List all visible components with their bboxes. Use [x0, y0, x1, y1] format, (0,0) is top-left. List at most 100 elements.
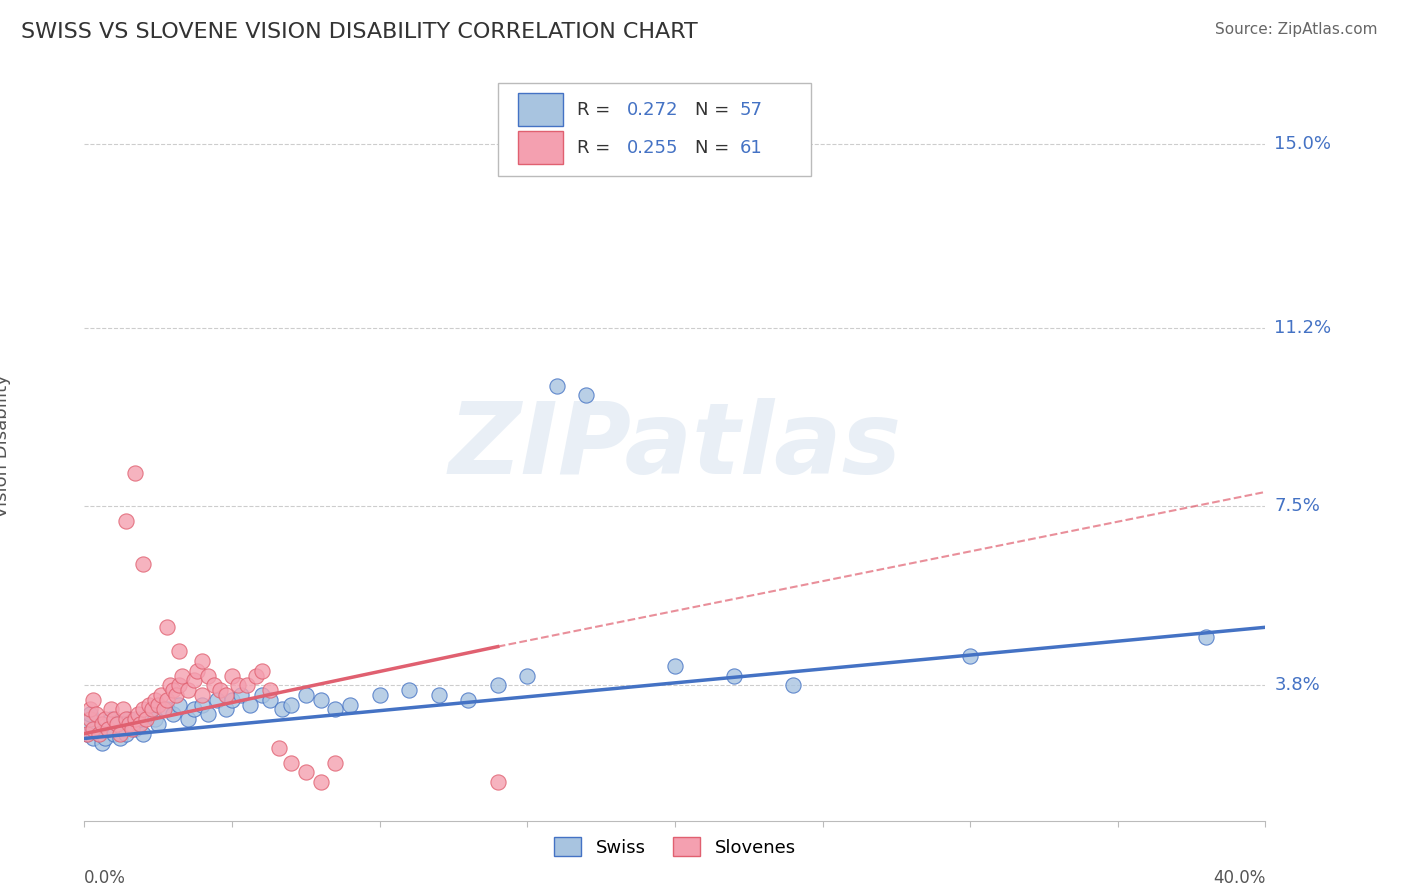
- Point: [124, 722, 146, 736]
- Point: [114, 726, 136, 740]
- Text: R =: R =: [576, 139, 616, 157]
- Point: [111, 702, 134, 716]
- Point: [259, 693, 281, 707]
- Point: [186, 664, 208, 678]
- Point: [150, 688, 173, 702]
- Point: [108, 726, 131, 740]
- Point: [127, 717, 149, 731]
- Point: [398, 683, 420, 698]
- FancyBboxPatch shape: [517, 130, 562, 163]
- Point: [245, 668, 267, 682]
- Point: [76, 726, 98, 740]
- Point: [183, 673, 205, 688]
- FancyBboxPatch shape: [517, 93, 562, 126]
- Point: [129, 712, 152, 726]
- Point: [339, 698, 361, 712]
- Point: [226, 678, 249, 692]
- Text: R =: R =: [576, 102, 616, 120]
- Point: [162, 707, 184, 722]
- Text: 0.0%: 0.0%: [84, 869, 127, 887]
- Point: [103, 712, 125, 726]
- Point: [207, 693, 229, 707]
- Point: [368, 688, 391, 702]
- Point: [250, 664, 273, 678]
- Point: [87, 726, 111, 740]
- Point: [229, 688, 252, 702]
- Point: [167, 644, 190, 658]
- Point: [97, 722, 120, 736]
- Text: ZIPatlas: ZIPatlas: [449, 398, 901, 494]
- Point: [91, 736, 114, 750]
- Point: [546, 378, 568, 392]
- Point: [82, 722, 104, 736]
- Point: [124, 712, 146, 726]
- Point: [165, 688, 187, 702]
- Point: [79, 717, 101, 731]
- Point: [138, 707, 160, 722]
- Point: [191, 654, 214, 668]
- Text: SWISS VS SLOVENE VISION DISABILITY CORRELATION CHART: SWISS VS SLOVENE VISION DISABILITY CORRE…: [21, 22, 697, 42]
- Point: [153, 702, 176, 716]
- Point: [236, 678, 259, 692]
- Point: [138, 698, 160, 712]
- Point: [202, 678, 225, 692]
- Point: [309, 775, 332, 789]
- Text: 0.255: 0.255: [627, 139, 678, 157]
- Point: [280, 756, 302, 770]
- Point: [959, 649, 981, 664]
- Point: [100, 712, 122, 726]
- Point: [215, 688, 238, 702]
- Text: 15.0%: 15.0%: [1274, 135, 1331, 153]
- Point: [156, 702, 179, 716]
- Point: [162, 683, 184, 698]
- Point: [82, 731, 104, 746]
- Text: 57: 57: [740, 102, 763, 120]
- Text: N =: N =: [695, 102, 735, 120]
- Point: [114, 712, 136, 726]
- Point: [100, 702, 122, 716]
- Point: [129, 717, 152, 731]
- Point: [114, 514, 136, 528]
- Text: N =: N =: [695, 139, 735, 157]
- Point: [295, 765, 318, 780]
- Point: [79, 702, 101, 716]
- Point: [124, 466, 146, 480]
- Point: [108, 731, 131, 746]
- Point: [94, 712, 117, 726]
- Point: [94, 731, 117, 746]
- Point: [183, 702, 205, 716]
- Point: [250, 688, 273, 702]
- Point: [486, 678, 509, 692]
- Point: [105, 717, 128, 731]
- Point: [132, 558, 155, 572]
- Point: [177, 712, 200, 726]
- Point: [82, 693, 104, 707]
- Point: [516, 668, 538, 682]
- Point: [103, 726, 125, 740]
- Point: [221, 668, 243, 682]
- Point: [84, 722, 107, 736]
- Point: [309, 693, 332, 707]
- Point: [325, 702, 347, 716]
- Point: [197, 707, 219, 722]
- Point: [209, 683, 232, 698]
- Point: [97, 722, 120, 736]
- Point: [269, 741, 291, 756]
- Text: 3.8%: 3.8%: [1274, 676, 1320, 694]
- Text: 11.2%: 11.2%: [1274, 318, 1331, 336]
- Point: [1195, 630, 1218, 644]
- Point: [141, 702, 163, 716]
- Point: [156, 693, 179, 707]
- Text: Vision Disability: Vision Disability: [0, 374, 11, 518]
- FancyBboxPatch shape: [498, 83, 811, 177]
- Point: [280, 698, 302, 712]
- Point: [91, 717, 114, 731]
- Point: [143, 693, 166, 707]
- Point: [105, 717, 128, 731]
- Point: [239, 698, 262, 712]
- Point: [118, 712, 141, 726]
- Point: [111, 722, 134, 736]
- Point: [271, 702, 294, 716]
- Text: 0.272: 0.272: [627, 102, 678, 120]
- Point: [148, 717, 170, 731]
